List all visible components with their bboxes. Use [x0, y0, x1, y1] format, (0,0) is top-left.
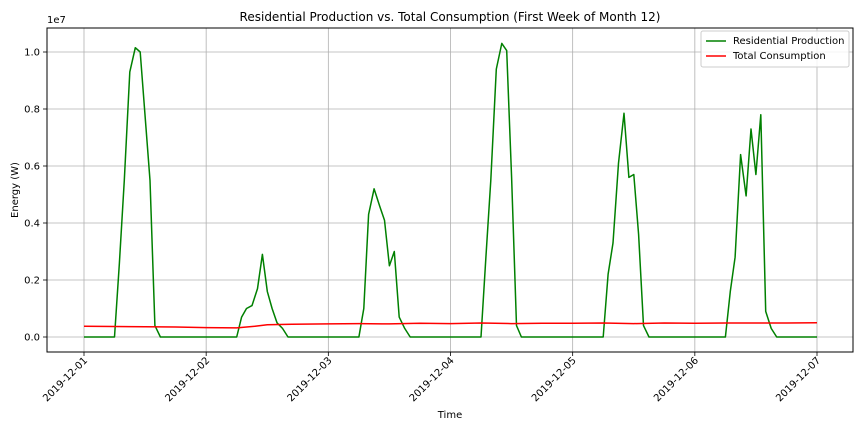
x-tick-label: 2019-12-04	[408, 355, 457, 404]
legend-box	[700, 30, 850, 68]
y-axis-label: Energy (W)	[10, 162, 21, 218]
series-line-total-consumption	[83, 322, 818, 329]
legend-label-residential-production: Residential Production	[733, 36, 844, 47]
y-tick-label: 1.0	[24, 48, 40, 59]
y-tick-label: 0.0	[24, 333, 40, 344]
x-tick-label: 2019-12-06	[652, 355, 701, 404]
legend: Residential Production Total Consumption	[700, 30, 850, 68]
x-tick-label: 2019-12-05	[530, 355, 579, 404]
x-tick-label: 2019-12-01	[41, 355, 90, 404]
y-tick-label: 0.8	[24, 105, 40, 116]
x-tick-label: 2019-12-02	[163, 355, 212, 404]
plot-frame	[46, 27, 854, 353]
series-layer	[83, 42, 818, 338]
series-line-residential-production	[84, 42, 817, 338]
x-axis-label: Time	[437, 410, 462, 421]
y-tick-label: 0.2	[24, 276, 40, 287]
legend-label-total-consumption: Total Consumption	[732, 51, 826, 62]
chart-title: Residential Production vs. Total Consump…	[240, 10, 661, 24]
y-tick-label: 0.6	[24, 162, 40, 173]
x-tick-label: 2019-12-07	[774, 355, 823, 404]
grid	[47, 28, 853, 352]
x-tick-label: 2019-12-03	[286, 355, 335, 404]
y-tick-label: 0.4	[24, 219, 40, 230]
y-scale-label: 1e7	[47, 15, 66, 26]
